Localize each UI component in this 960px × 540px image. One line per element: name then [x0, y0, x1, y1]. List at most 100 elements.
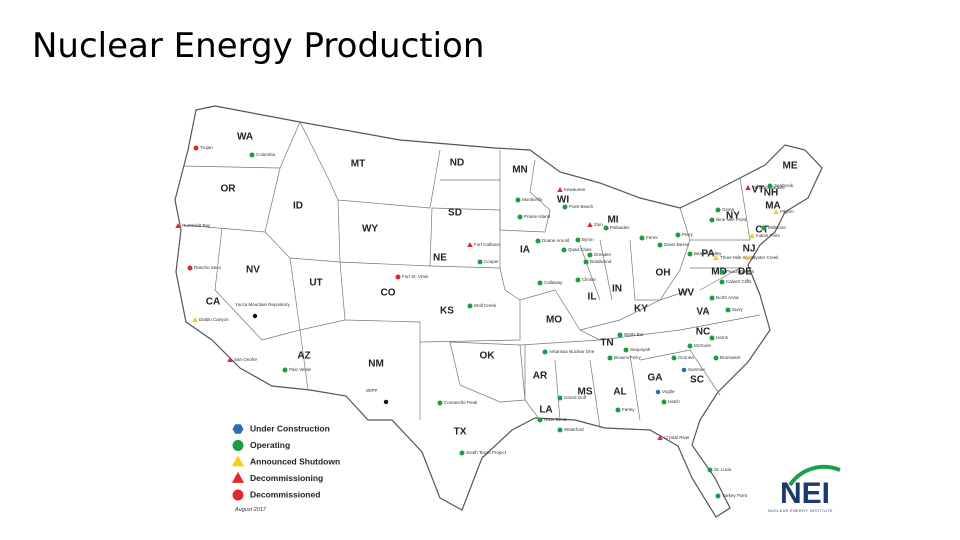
plant-label: Palisades	[610, 225, 630, 230]
marker-circle	[709, 295, 715, 301]
marker-circle	[575, 277, 581, 283]
marker-triangle	[175, 223, 181, 228]
logo-mark: NEI	[780, 477, 830, 510]
state-label: VT	[752, 185, 765, 196]
plant-label: Arkansas Nuclear One	[549, 349, 595, 354]
plant-label: River Bend	[544, 417, 567, 422]
nei-logo: NEI NUCLEAR ENERGY INSTITUTE	[768, 464, 841, 513]
marker-triangle	[227, 357, 233, 362]
plant-label: Brunswick	[720, 355, 741, 360]
marker-circle	[607, 355, 613, 361]
marker-circle	[562, 204, 568, 210]
plant-label: Wolf Creek	[474, 303, 497, 308]
state-label: VA	[696, 307, 709, 318]
marker-circle	[575, 237, 581, 243]
state-label: ME	[783, 161, 798, 172]
plant-label: Cooper	[484, 259, 499, 264]
logo-caption: NUCLEAR ENERGY INSTITUTE	[768, 509, 833, 513]
plant-label: Surry	[732, 307, 744, 312]
state-labels: WA OR ID MT WY ND SD NE MN WI MI IA IL IN OH NY VT NH ME MA…	[206, 132, 798, 438]
marker-circle	[537, 417, 543, 423]
marker-triangle	[713, 255, 719, 260]
legend-label: Decommissioning	[250, 473, 323, 483]
plant-label: Seabrook	[774, 183, 794, 188]
plant-label: Waterford	[564, 427, 584, 432]
marker-circle	[707, 467, 713, 473]
plant-label: Braidwood	[590, 259, 612, 264]
footnote: August 2017	[234, 507, 267, 513]
marker-triangle	[231, 471, 245, 483]
state-label: MS	[578, 387, 593, 398]
marker-circle	[517, 214, 523, 220]
plant-label: Duane Arnold	[542, 238, 570, 243]
plant-label: Crystal River	[664, 435, 690, 440]
marker-circle	[395, 274, 401, 280]
marker-circle	[615, 407, 621, 413]
plant-label: Columbia	[256, 152, 276, 157]
plant-label: Nine Mile Point	[716, 217, 747, 222]
marker-circle	[282, 367, 288, 373]
marker-circle	[719, 269, 725, 275]
state-label: LA	[539, 405, 552, 416]
site-marker	[252, 313, 258, 319]
state-label: MN	[512, 165, 528, 176]
state-label: MD	[711, 267, 727, 278]
plant-label: Clinton	[582, 277, 597, 282]
plant-label: Sequoyah	[630, 347, 651, 352]
state-label: NV	[246, 265, 260, 276]
state-label: PA	[701, 249, 714, 260]
plant-label: Turkey Point	[722, 493, 748, 498]
plant-label: Humboldt Bay	[182, 223, 211, 228]
legend: Under Construction Operating Announced Shu…	[231, 423, 340, 501]
state-label: UT	[309, 278, 322, 289]
plant-label: Vogtle	[662, 389, 675, 394]
marker-circle	[557, 427, 563, 433]
state-label: AR	[533, 371, 548, 382]
marker-circle	[232, 489, 244, 501]
plant-label: Browns Ferry	[614, 355, 642, 360]
state-label: NY	[726, 211, 740, 222]
marker-circle	[715, 493, 721, 499]
marker-circle	[639, 235, 645, 241]
plant-label: WIPP	[366, 388, 378, 393]
state-label: WI	[557, 195, 569, 206]
plant-label: Hatch	[668, 399, 680, 404]
plant-label: Point Beach	[569, 204, 594, 209]
state-label: DE	[738, 267, 752, 278]
marker-circle	[542, 349, 548, 355]
marker-triangle	[773, 209, 779, 214]
plant-label: Fermi	[646, 235, 658, 240]
plant-label: Beaver Valley	[694, 251, 722, 256]
legend-label: Announced Shutdown	[250, 456, 340, 466]
plant-label: Davis-Besse	[664, 242, 690, 247]
marker-triangle	[657, 435, 663, 440]
plant-label: Prairie Island	[524, 214, 551, 219]
plant-label: Indian Point	[756, 233, 781, 238]
marker-circle	[709, 217, 715, 223]
marker-triangle	[192, 317, 198, 322]
marker-circle	[767, 183, 773, 189]
state-label: MI	[607, 215, 618, 226]
marker-circle	[671, 355, 677, 361]
marker-circle	[535, 238, 541, 244]
plant-label: Fort Calhoun	[474, 242, 501, 247]
marker-circle	[725, 307, 731, 313]
marker-circle	[557, 395, 563, 401]
plant-label: Peach Bottom	[726, 269, 755, 274]
us-map: WA OR ID MT WY ND SD NE MN WI MI IA IL IN OH NY VT NH ME MA…	[174, 105, 823, 518]
marker-circle	[467, 303, 473, 309]
marker-circle	[515, 197, 521, 203]
state-label: SD	[448, 208, 462, 219]
state-borders	[182, 121, 761, 429]
plant-label: Quad Cities	[568, 247, 592, 252]
marker-circle	[587, 252, 593, 258]
marker-circle	[249, 152, 255, 158]
plant-label: Ginna	[722, 207, 735, 212]
plant-label: South Texas Project	[466, 450, 507, 455]
marker-triangle	[467, 242, 473, 247]
state-label: TN	[600, 338, 613, 349]
marker-circle	[715, 207, 721, 213]
state-label: GA	[648, 373, 663, 384]
marker-hexagon	[681, 367, 687, 373]
